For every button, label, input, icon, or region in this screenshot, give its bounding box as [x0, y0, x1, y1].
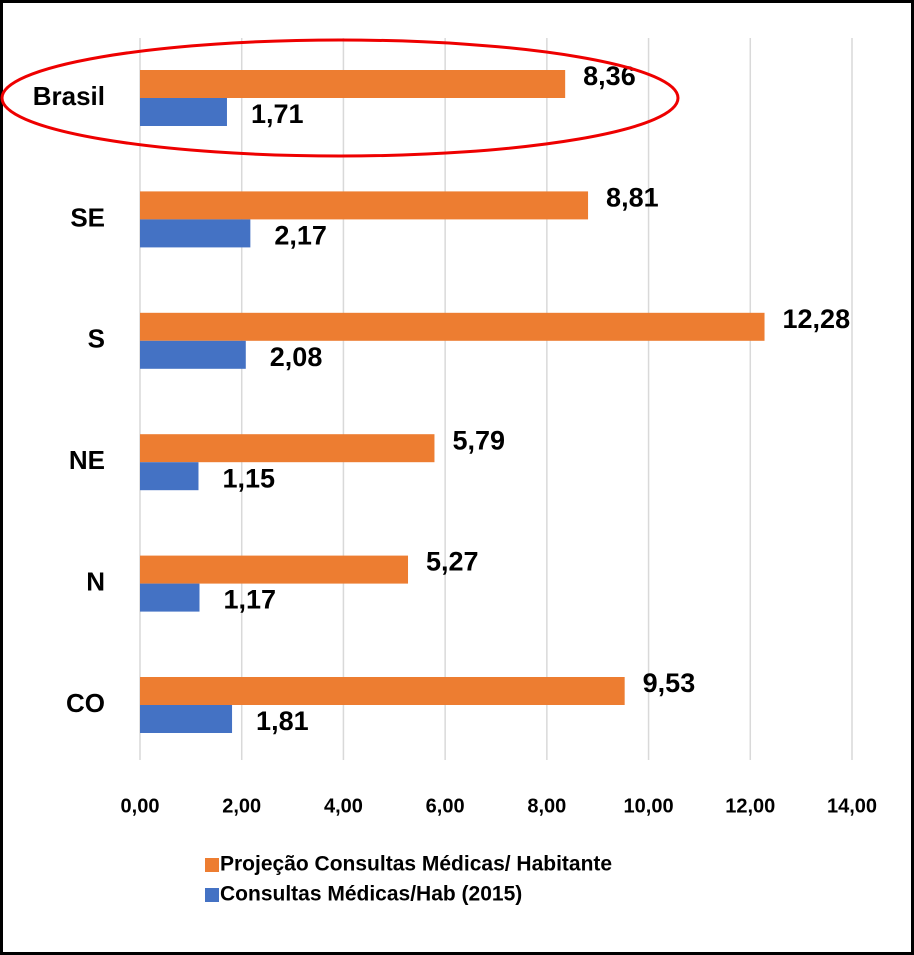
y-tick-label: NE — [69, 445, 105, 475]
x-tick-label: 12,00 — [725, 795, 775, 817]
legend-label: Projeção Consultas Médicas/ Habitante — [220, 853, 612, 876]
legend-swatch — [205, 858, 219, 872]
bar — [140, 340, 246, 369]
y-tick-label: CO — [66, 688, 105, 718]
bar — [140, 219, 251, 248]
data-label: 5,79 — [452, 425, 505, 455]
bar — [140, 70, 566, 98]
legend-swatch — [205, 888, 219, 902]
data-label: 2,08 — [270, 342, 323, 372]
y-tick-label: S — [88, 324, 105, 354]
y-tick-label: SE — [70, 202, 105, 232]
y-tick-label: Brasil — [33, 81, 105, 111]
bar — [140, 98, 227, 126]
bar — [140, 462, 199, 491]
data-label: 12,28 — [783, 304, 851, 334]
highlight-ellipse — [0, 38, 680, 158]
x-tick-label: 2,00 — [222, 795, 261, 817]
bar — [140, 191, 589, 220]
data-label: 1,71 — [251, 99, 304, 129]
data-label: 8,81 — [606, 183, 659, 213]
x-tick-label: 10,00 — [624, 795, 674, 817]
x-tick-label: 4,00 — [324, 795, 363, 817]
data-label: 1,15 — [222, 463, 275, 493]
bar — [140, 555, 409, 584]
bar — [140, 312, 765, 341]
x-tick-label: 8,00 — [527, 795, 566, 817]
data-label: 1,17 — [224, 585, 277, 615]
legend-label: Consultas Médicas/Hab (2015) — [220, 883, 522, 906]
bar — [140, 434, 435, 463]
data-label: 2,17 — [274, 221, 327, 251]
bar — [140, 583, 200, 612]
data-label: 9,53 — [643, 668, 696, 698]
x-tick-label: 6,00 — [426, 795, 465, 817]
x-tick-label: 14,00 — [827, 795, 877, 817]
bar — [140, 705, 233, 733]
y-tick-label: N — [86, 566, 105, 596]
bar — [140, 677, 625, 705]
x-tick-label: 0,00 — [121, 795, 160, 817]
data-label: 5,27 — [426, 547, 479, 577]
data-label: 8,36 — [583, 61, 636, 91]
data-label: 1,81 — [256, 706, 309, 736]
